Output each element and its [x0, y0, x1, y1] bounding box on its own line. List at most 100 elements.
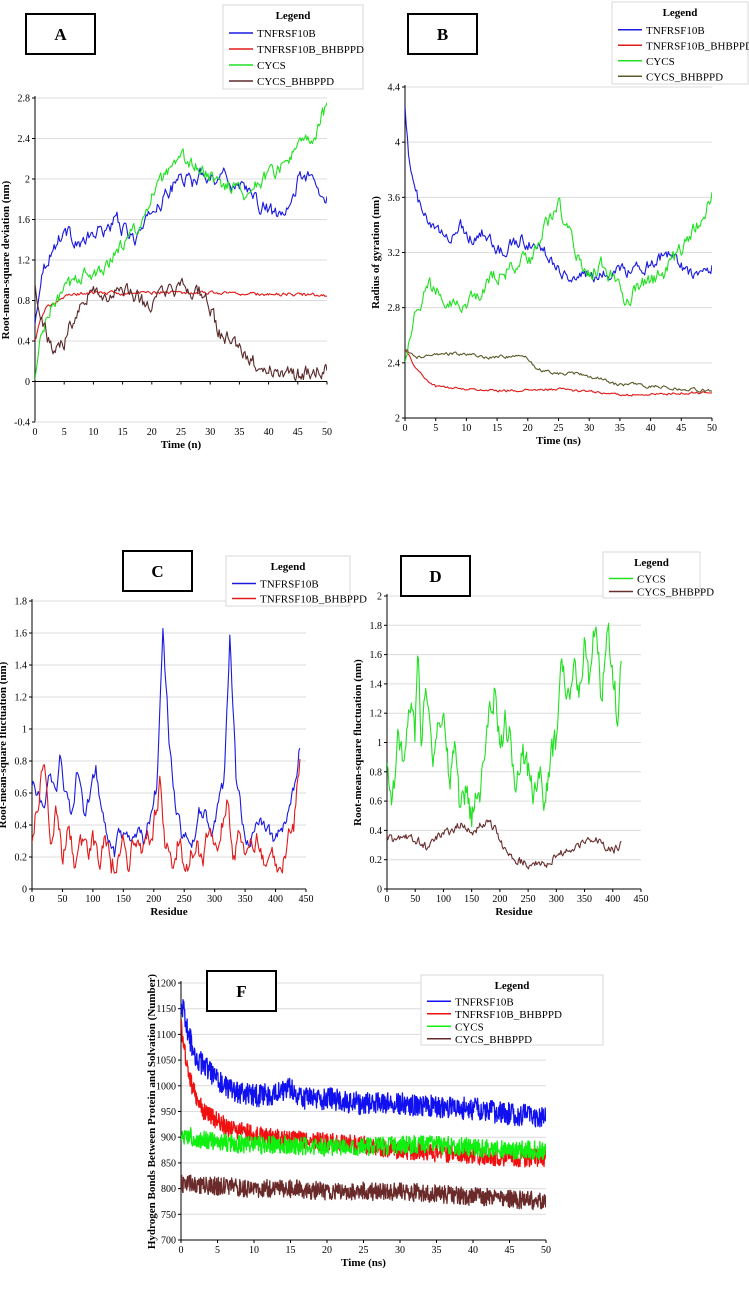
- y-tick-label: 0: [25, 377, 30, 388]
- series-line-tnfrsf10b-bhbppd: [35, 290, 327, 341]
- y-axis-title: Root-mean-square deviation (nm): [0, 180, 12, 339]
- y-tick-label: 0.2: [15, 853, 28, 864]
- series-line-tnfrsf10b-bhbppd: [32, 758, 301, 874]
- legend-entry: TNFRSF10B: [257, 28, 316, 40]
- series-line-cycs: [405, 191, 712, 363]
- x-tick-label: 45: [676, 423, 686, 434]
- panel-label-box: [400, 555, 471, 597]
- x-tick-label: 0: [179, 1245, 184, 1256]
- y-tick-label: 2: [377, 592, 382, 603]
- y-tick-label: 1.8: [15, 597, 28, 608]
- legend-title: Legend: [276, 10, 311, 22]
- y-axis-title: Root-mean-square fluctuation (nm): [0, 661, 9, 828]
- x-axis-title: Time (ns): [536, 435, 581, 447]
- series-line-tnfrsf10b: [405, 106, 712, 283]
- x-tick-label: 45: [505, 1245, 515, 1256]
- x-tick-label: 0: [33, 427, 38, 438]
- legend-entry: CYCS: [257, 60, 286, 72]
- x-axis-title: Time (ns): [341, 1257, 386, 1269]
- chart-panel-a: -0.400.40.81.21.622.42.80 5 10 15 20 25 30 35 40…: [0, 4, 364, 451]
- x-axis-title: Residue: [150, 906, 187, 918]
- x-tick-label: 300: [207, 894, 222, 905]
- x-tick-label: 30: [205, 427, 215, 438]
- x-tick-label: 0: [403, 423, 408, 434]
- series-line-cycs-bhbppd: [35, 277, 327, 382]
- x-tick-label: 10: [249, 1245, 259, 1256]
- legend-entry: CYCS: [455, 1021, 484, 1033]
- legend-entry: CYCS_BHBPPD: [637, 587, 714, 599]
- y-tick-label: 0.4: [18, 337, 31, 348]
- x-tick-label: 0: [30, 894, 35, 905]
- legend-box: [420, 974, 604, 1046]
- x-tick-label: 250: [177, 894, 192, 905]
- y-tick-label: 1000: [156, 1081, 176, 1092]
- x-tick-label: 15: [492, 423, 502, 434]
- y-tick-label: 1: [377, 738, 382, 749]
- panel-label: A: [54, 25, 67, 44]
- x-tick-label: 100: [85, 894, 100, 905]
- x-tick-label: 25: [176, 427, 186, 438]
- x-tick-label: 50: [410, 894, 420, 905]
- series-line-cycs-bhbppd: [405, 349, 712, 393]
- x-tick-label: 20: [523, 423, 533, 434]
- series-line-tnfrsf10b: [32, 627, 301, 858]
- y-tick-label: 1.6: [370, 650, 383, 661]
- legend-box: [611, 1, 749, 85]
- legend-entry: TNFRSF10B: [260, 579, 319, 591]
- x-axis-title: Residue: [495, 906, 532, 918]
- x-tick-label: 50: [322, 427, 332, 438]
- legend-title: Legend: [634, 557, 669, 569]
- chart-panel-b: 2 2.4 2.8 3.2 3.6 4 4.4 0 5 10 15 20 25 30 35 40 45 50 Tim…: [370, 1, 749, 447]
- y-tick-label: 900: [161, 1133, 176, 1144]
- x-tick-label: 35: [234, 427, 244, 438]
- y-tick-label: 1: [22, 725, 27, 736]
- panel-label-box: [206, 970, 277, 1012]
- panel-label: D: [429, 567, 441, 586]
- chart-panel-c: 0 0.2 0.4 0.6 0.8 1 1.2 1.4 1.6 1.8 0 50 100 150 200 25…: [0, 550, 367, 918]
- x-tick-label: 200: [492, 894, 507, 905]
- x-tick-label: 45: [293, 427, 303, 438]
- chart-panel-d: 0 0.2 0.4 0.6 0.8 1 1.2 1.4 1.6 1.8 2 0 50 100 150 200 2…: [352, 551, 714, 918]
- panel-label-box: [25, 13, 96, 55]
- y-tick-label: 4: [395, 138, 400, 149]
- x-tick-label: 5: [62, 427, 67, 438]
- y-tick-label: 850: [161, 1158, 176, 1169]
- x-tick-label: 40: [468, 1245, 478, 1256]
- x-tick-label: 450: [634, 894, 649, 905]
- y-tick-label: 0: [377, 885, 382, 896]
- y-tick-label: 750: [161, 1210, 176, 1221]
- x-tick-label: 15: [286, 1245, 296, 1256]
- x-tick-label: 10: [461, 423, 471, 434]
- series-line-cycs: [387, 622, 622, 828]
- legend-box: [602, 551, 701, 599]
- x-tick-label: 400: [268, 894, 283, 905]
- y-tick-label: 1.2: [370, 709, 383, 720]
- y-tick-label: 0.8: [18, 296, 31, 307]
- y-tick-label: 2.8: [388, 303, 401, 314]
- x-tick-label: 35: [615, 423, 625, 434]
- y-axis-title: Hydrogen Bonds Between Protein and Solva…: [146, 974, 158, 1250]
- y-tick-label: 1.4: [370, 679, 383, 690]
- y-tick-label: 2: [395, 414, 400, 425]
- x-tick-label: 35: [432, 1245, 442, 1256]
- legend-entry: CYCS_BHBPPD: [455, 1034, 532, 1046]
- y-axis-title: Radius of gyration (nm): [370, 196, 382, 309]
- panel-label: F: [236, 982, 246, 1001]
- x-tick-label: 350: [577, 894, 592, 905]
- legend-entry: TNFRSF10B: [646, 25, 705, 37]
- legend-entry: TNFRSF10B_BHBPPD: [455, 1009, 562, 1021]
- y-tick-label: 1.6: [18, 215, 31, 226]
- x-tick-label: 5: [215, 1245, 220, 1256]
- y-tick-label: 3.2: [388, 248, 401, 259]
- y-tick-label: 0.2: [370, 855, 383, 866]
- legend-entry: CYCS_BHBPPD: [646, 71, 723, 83]
- legend-entry: TNFRSF10B_BHBPPD: [257, 44, 364, 56]
- x-tick-label: 25: [359, 1245, 369, 1256]
- y-tick-label: 950: [161, 1107, 176, 1118]
- panel-label-box: [122, 550, 193, 592]
- x-tick-label: 10: [88, 427, 98, 438]
- x-tick-label: 0: [385, 894, 390, 905]
- x-tick-label: 150: [116, 894, 131, 905]
